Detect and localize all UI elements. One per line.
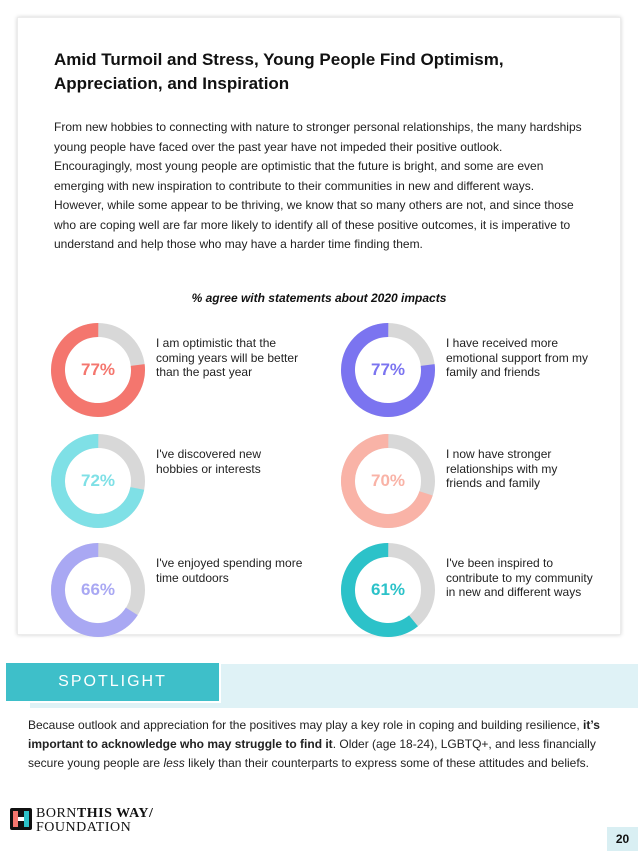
spotlight-text-bold: it’s important to acknowledge who may st… <box>28 718 600 751</box>
stat-label: I now have stronger relationships with m… <box>446 447 558 490</box>
logo-line-2: FOUNDATION <box>36 820 132 835</box>
stat-percent: 70% <box>370 471 406 490</box>
spotlight-text-italic: less <box>163 756 185 770</box>
donut-chart <box>341 323 435 417</box>
donut-value-arc <box>341 434 435 528</box>
logo-line-1: BORNTHIS WAY/ <box>36 806 153 822</box>
stat-percent: 77% <box>370 360 406 379</box>
chart-subheading: % agree with statements about 2020 impac… <box>191 291 447 305</box>
stat-label: I've been inspired to contribute to my c… <box>446 556 593 599</box>
page-number: 20 <box>607 827 638 851</box>
stat-percent: 77% <box>80 360 116 379</box>
spotlight-heading: SPOTLIGHT <box>4 661 221 703</box>
donut-chart <box>51 434 145 528</box>
spotlight-text-middle: . Older (age 18-24), LGBTQ+, and less fi… <box>28 737 596 770</box>
logo-mark-icon <box>10 808 32 830</box>
donut-chart <box>341 434 435 528</box>
content-card <box>17 17 621 635</box>
donut-value-arc <box>341 543 435 637</box>
stat-percent: 66% <box>80 580 116 599</box>
stat-label: I've enjoyed spending more time outdoors <box>156 556 303 585</box>
page-title: Amid Turmoil and Stress, Young People Fi… <box>54 48 594 96</box>
spotlight-text: Because outlook and appreciation for the… <box>28 716 608 773</box>
logo-word-born: BORN <box>36 806 77 821</box>
intro-paragraph: From new hobbies to connecting with natu… <box>54 120 582 251</box>
donut-chart <box>341 543 435 637</box>
spotlight-text-intro: Because outlook and appreciation for the… <box>28 718 583 732</box>
title-line-2: Appreciation, and Inspiration <box>54 74 290 93</box>
stat-percent: 72% <box>80 471 116 490</box>
donut-chart <box>51 323 145 417</box>
title-line-1: Amid Turmoil and Stress, Young People Fi… <box>54 50 504 69</box>
spotlight-text-end: likely than their counterparts to expres… <box>184 756 590 770</box>
stat-label: I've discovered new hobbies or interests <box>156 447 262 476</box>
stat-percent: 61% <box>370 580 406 599</box>
logo-word-this-way: THIS WAY/ <box>76 806 154 821</box>
stat-label: I am optimistic that the coming years wi… <box>156 336 299 379</box>
stat-label: I have received more emotional support f… <box>446 336 589 379</box>
donut-chart <box>51 543 145 637</box>
